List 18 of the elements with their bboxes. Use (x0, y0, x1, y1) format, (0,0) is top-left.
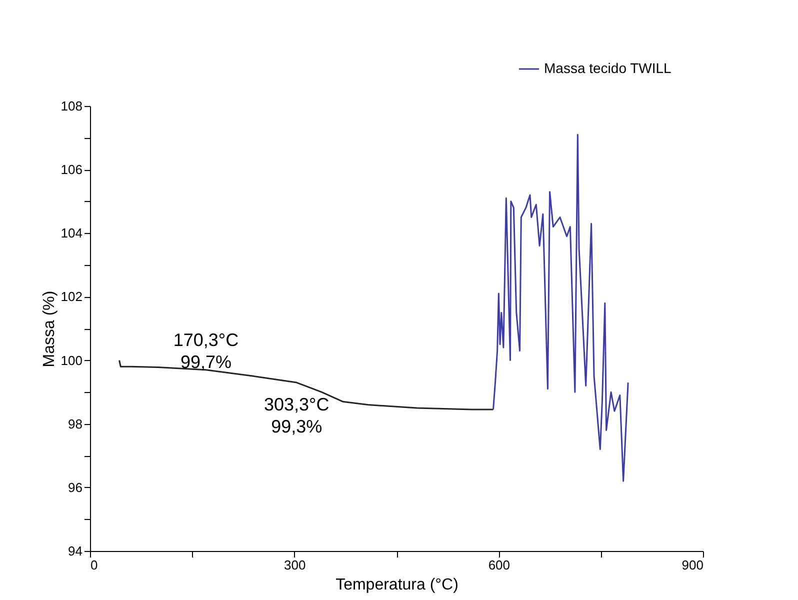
x-tick-label: 300 (284, 558, 306, 572)
y-tick-label: 96 (68, 480, 82, 495)
y-tick-label: 98 (68, 416, 82, 432)
line-series (492, 134, 629, 482)
y-tick-label: 106 (60, 162, 82, 178)
y-axis-title: Massa (%) (40, 290, 58, 368)
y-tick-label: 94 (68, 544, 82, 558)
x-tick-label: 900 (682, 558, 704, 572)
legend-label: Massa tecido TWILL (544, 60, 672, 76)
y-tick-label: 108 (60, 98, 82, 114)
y-tick-label: 100 (60, 352, 82, 368)
y-tick-label: 104 (60, 226, 82, 241)
x-tick-label: 600 (488, 558, 510, 572)
annotation: 170,3°C 99,7% (173, 330, 239, 372)
x-tick-label: 0 (90, 558, 98, 572)
y-tick-label: 102 (60, 289, 82, 304)
x-axis-title: Temperatura (°C) (336, 576, 458, 594)
annotation: 303,3°C 99,3% (264, 394, 330, 437)
